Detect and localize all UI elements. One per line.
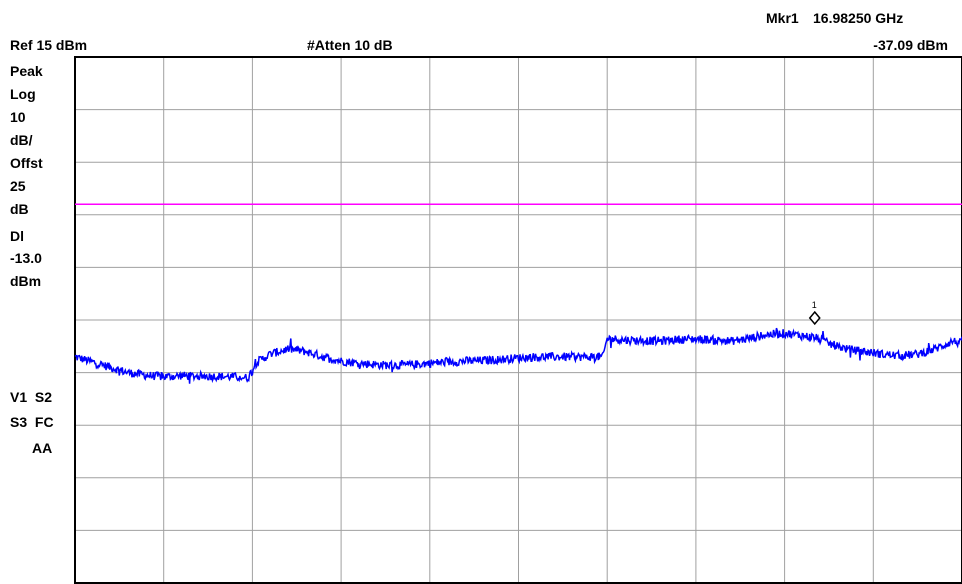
display-line-label: Dl bbox=[10, 228, 24, 244]
spectrum-trace bbox=[74, 327, 962, 384]
status-row-2: S3 FC bbox=[10, 414, 54, 430]
marker-frequency: 16.98250 GHz bbox=[813, 10, 904, 26]
marker-number-label: 1 bbox=[812, 300, 817, 310]
scale-type: Log bbox=[10, 86, 36, 102]
status-row-1: V1 S2 bbox=[10, 389, 53, 405]
scale-unit: dB/ bbox=[10, 132, 33, 148]
scale-value: 10 bbox=[10, 109, 26, 125]
marker-diamond bbox=[808, 310, 821, 326]
plot-frame bbox=[74, 56, 962, 584]
offset-value: 25 bbox=[10, 178, 26, 194]
display-line-unit: dBm bbox=[10, 273, 42, 289]
offset-unit: dB bbox=[10, 201, 29, 217]
display-line-value: -13.0 bbox=[10, 250, 42, 266]
marker-readout-label: Mkr1 bbox=[766, 10, 799, 26]
offset-label: Offst bbox=[10, 155, 43, 171]
graticule-grid bbox=[75, 57, 962, 583]
attenuation-readout: #Atten 10 dB bbox=[307, 37, 393, 53]
reference-level: Ref 15 dBm bbox=[10, 37, 88, 53]
detector-mode: Peak bbox=[10, 63, 43, 79]
status-row-3: AA bbox=[32, 440, 53, 456]
marker-level: -37.09 dBm bbox=[873, 37, 948, 53]
